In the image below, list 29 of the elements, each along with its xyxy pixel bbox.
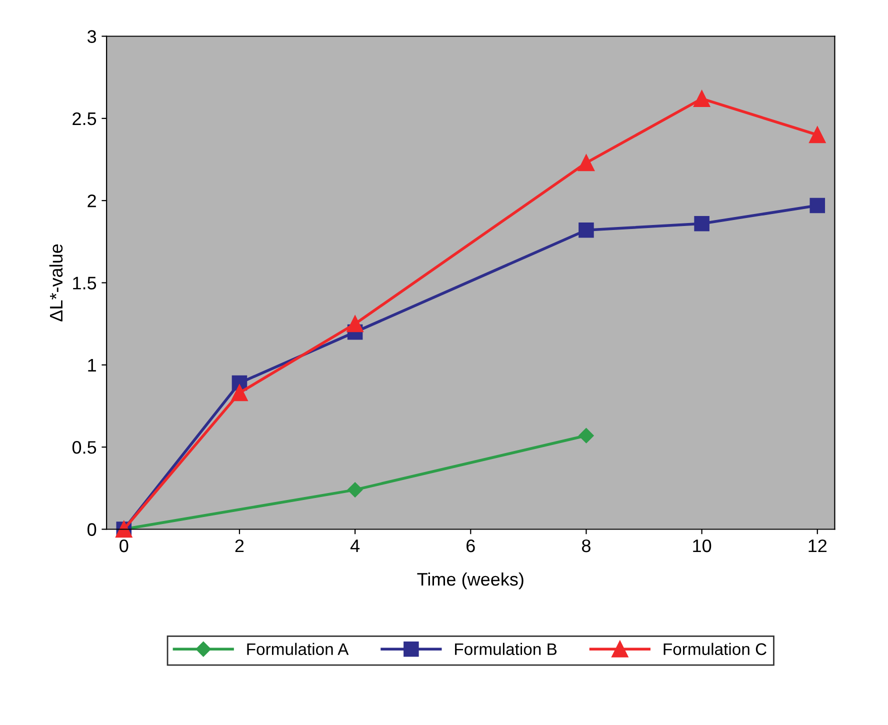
point — [809, 126, 826, 144]
point — [693, 90, 710, 108]
x-tick-label: 4 — [350, 540, 360, 552]
point — [810, 198, 826, 214]
legend-label: Formulation A — [247, 642, 349, 656]
point — [231, 384, 248, 402]
y-tick-label: 0.5 — [72, 441, 96, 454]
y-tick-label: 1.5 — [73, 276, 96, 290]
legend-label: Formulation C — [664, 642, 766, 656]
y-tick-label: 3 — [87, 30, 96, 43]
y-tick-label: 0 — [88, 523, 96, 536]
point — [578, 154, 595, 172]
y-tick-label: 2.5 — [72, 112, 96, 126]
x-tick-label: 6 — [466, 539, 475, 552]
y-axis-title: ΔL*-value — [49, 244, 63, 322]
point — [346, 316, 364, 332]
point — [578, 428, 594, 444]
x-tick-label: 10 — [693, 539, 712, 552]
x-axis-title: Time (weeks) — [417, 572, 524, 590]
legend-label: Formulation B — [455, 642, 557, 656]
point — [347, 482, 363, 498]
x-tick-label: 2 — [235, 539, 244, 552]
x-tick-label: 12 — [808, 539, 827, 552]
point — [578, 222, 594, 238]
x-tick-label: 0 — [120, 539, 128, 552]
x-tick-label: 8 — [582, 539, 590, 552]
y-tick-label: 1 — [88, 359, 96, 372]
y-tick-label: 2 — [88, 194, 96, 208]
point — [694, 216, 710, 232]
